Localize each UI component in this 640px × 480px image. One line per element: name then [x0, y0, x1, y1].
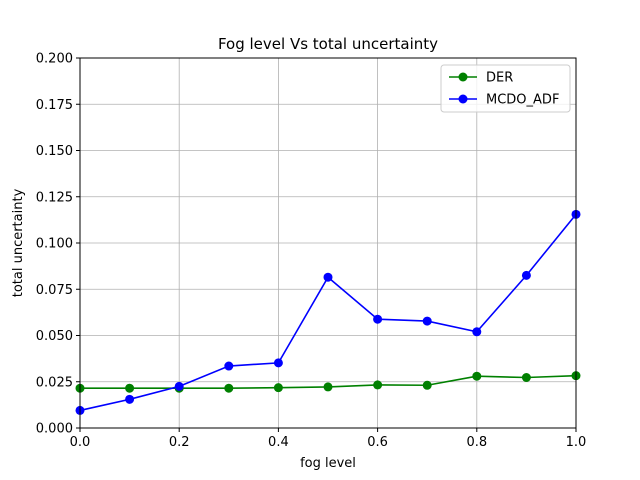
data-point — [125, 394, 135, 404]
data-point — [521, 372, 531, 382]
legend-entry: DER — [486, 71, 513, 86]
x-tick-label: 1.0 — [566, 435, 587, 450]
y-tick-label: 0.100 — [36, 237, 73, 252]
data-point — [174, 381, 184, 391]
data-point — [422, 316, 432, 326]
y-tick-label: 0.025 — [36, 375, 73, 390]
legend-marker — [458, 72, 468, 82]
legend-entry: MCDO_ADF — [486, 93, 559, 108]
series-mcdo-adf — [75, 209, 581, 415]
y-tick-label: 0.075 — [36, 283, 73, 298]
data-point — [373, 314, 383, 324]
y-tick-label: 0.000 — [36, 422, 73, 437]
data-point — [472, 327, 482, 337]
data-point — [224, 361, 234, 371]
data-point — [273, 383, 283, 393]
x-tick-label: 0.4 — [268, 435, 289, 450]
data-point — [125, 383, 135, 393]
chart-title: Fog level Vs total uncertainty — [218, 35, 438, 53]
y-tick-label: 0.050 — [36, 329, 73, 344]
legend: DER MCDO_ADF — [440, 64, 571, 113]
x-tick-label: 0.8 — [466, 435, 487, 450]
data-point — [373, 380, 383, 390]
y-tick-label: 0.150 — [36, 144, 73, 159]
x-tick-label: 0.0 — [70, 435, 91, 450]
x-axis-label: fog level — [300, 456, 356, 471]
y-tick-label: 0.175 — [36, 98, 73, 113]
data-point — [323, 272, 333, 282]
y-axis: 0.000 0.025 0.050 0.075 0.100 0.125 0.150 0.175… — [36, 52, 80, 437]
x-tick-label: 0.2 — [169, 435, 190, 450]
data-point — [422, 380, 432, 390]
data-point — [521, 270, 531, 280]
y-tick-label: 0.200 — [36, 52, 73, 67]
x-tick-label: 0.6 — [367, 435, 388, 450]
data-point — [472, 371, 482, 381]
data-point — [273, 358, 283, 368]
x-axis: 0.0 0.2 0.4 0.6 0.8 1.0 — [70, 428, 587, 450]
series-der — [75, 371, 581, 393]
data-point — [323, 382, 333, 392]
legend-marker — [458, 94, 468, 104]
y-axis-label: total uncertainty — [11, 188, 26, 297]
y-tick-label: 0.125 — [36, 190, 73, 205]
data-point — [224, 383, 234, 393]
series-layer — [75, 209, 581, 415]
plot-frame — [79, 57, 577, 429]
